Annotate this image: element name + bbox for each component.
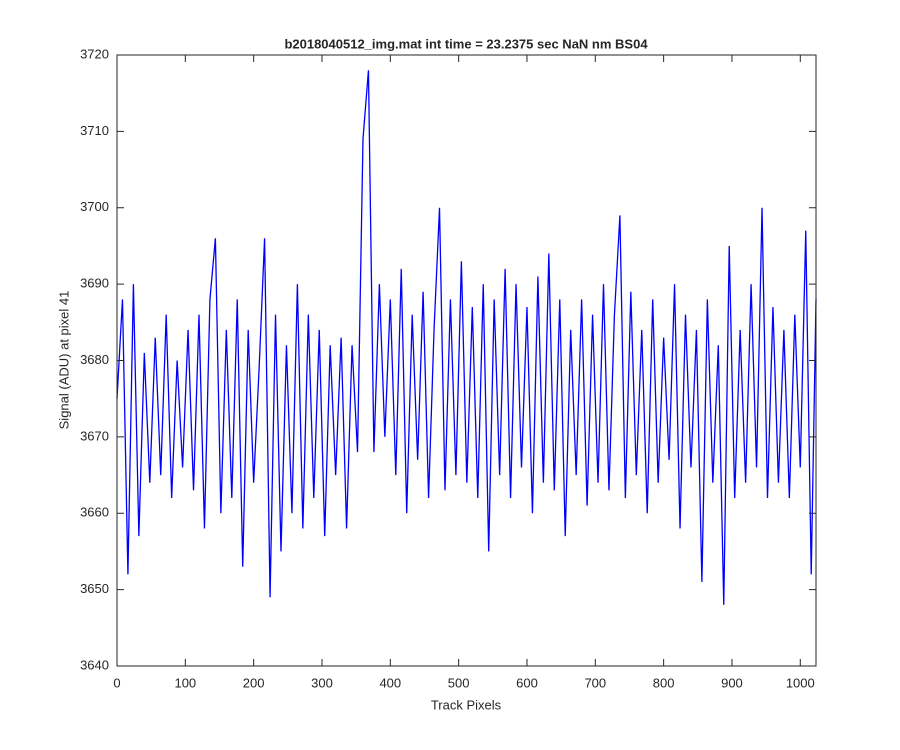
x-tick-label: 900 — [721, 675, 743, 690]
x-axis-label: Track Pixels — [431, 697, 502, 712]
y-tick-label: 3710 — [80, 123, 109, 138]
x-tick-label: 300 — [311, 675, 333, 690]
data-line — [116, 70, 817, 605]
x-tick-label: 100 — [174, 675, 196, 690]
x-tick-label: 800 — [653, 675, 675, 690]
x-tick-label: 1000 — [786, 675, 815, 690]
chart-title: b2018040512_img.mat int time = 23.2375 s… — [284, 36, 648, 51]
x-tick-label: 700 — [584, 675, 606, 690]
x-tick-label: 400 — [379, 675, 401, 690]
y-tick-label: 3720 — [80, 46, 109, 61]
x-tick-label: 500 — [448, 675, 470, 690]
y-tick-label: 3670 — [80, 428, 109, 443]
x-tick-label: 0 — [113, 675, 120, 690]
y-tick-label: 3700 — [80, 199, 109, 214]
y-tick-label: 3690 — [80, 276, 109, 291]
x-tick-label: 200 — [243, 675, 265, 690]
y-tick-label: 3650 — [80, 581, 109, 596]
y-tick-label: 3660 — [80, 505, 109, 520]
x-tick-label: 600 — [516, 675, 538, 690]
y-axis-label: Signal (ADU) at pixel 41 — [56, 291, 71, 430]
y-tick-label: 3680 — [80, 352, 109, 367]
y-tick-label: 3640 — [80, 657, 109, 672]
